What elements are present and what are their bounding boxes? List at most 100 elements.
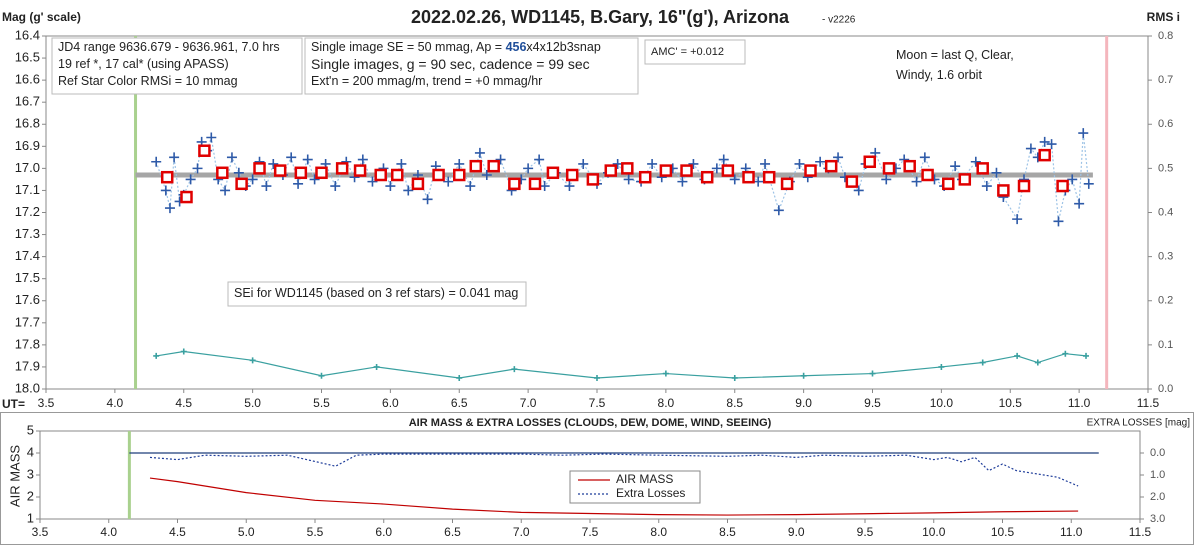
data-point <box>403 185 414 196</box>
y2-tick-label: 0.0 <box>1150 447 1165 459</box>
annotation-part: Moon = last Q, Clear, <box>896 48 1014 62</box>
y-tick-label: 1 <box>27 510 34 525</box>
y-tick-label: 16.5 <box>15 50 40 65</box>
annotation-text: AMC' = +0.012 <box>651 46 724 58</box>
x-tick-label: 10.5 <box>991 525 1015 539</box>
y-tick-label: 17.4 <box>15 248 40 263</box>
data-point <box>153 352 160 359</box>
binned-point <box>700 170 714 184</box>
annotation-part: x4x12b3snap <box>526 40 600 54</box>
x-tick-label: 4.5 <box>169 525 186 539</box>
x-tick-label: 3.5 <box>38 396 55 410</box>
binned-point <box>1038 148 1051 162</box>
binned-point <box>160 170 174 184</box>
y2-tick-label: 3.0 <box>1150 513 1165 525</box>
binned-point <box>235 177 248 191</box>
x-tick-label: 7.0 <box>513 525 530 539</box>
binned-point <box>958 173 972 186</box>
x-tick-label: 10.0 <box>922 525 946 539</box>
data-point <box>869 370 876 377</box>
data-point <box>970 156 981 167</box>
annotation-part: Single images, g = 90 sec, cadence = 99 … <box>311 56 590 72</box>
annotation-box <box>51 37 303 95</box>
y2-tick-label: 0.3 <box>1158 251 1173 263</box>
x-tick-label: 11.0 <box>1060 525 1083 539</box>
data-point <box>523 163 534 174</box>
annotation-part: SEi for WD1145 (based on 3 ref stars) = … <box>234 286 518 300</box>
chart-title: 2022.02.26, WD1145, B.Gary, 16"(g'), Ari… <box>411 7 790 27</box>
data-point <box>753 176 764 187</box>
data-point <box>422 194 433 205</box>
binned-point <box>903 159 916 173</box>
annotation-text: Moon = last Q, Clear, <box>896 48 1014 62</box>
data-point <box>247 174 258 185</box>
binned-point <box>780 177 794 191</box>
chart-title: AIR MASS & EXTRA LOSSES (CLOUDS, DEW, DO… <box>409 417 772 429</box>
annotation-part: 456 <box>506 40 527 54</box>
y2-tick-label: 0.8 <box>1158 30 1173 42</box>
y-tick-label: 16.9 <box>15 138 40 153</box>
y2-tick-label: 0.5 <box>1158 162 1173 174</box>
binned-point <box>997 184 1010 197</box>
data-point <box>454 158 465 169</box>
data-point <box>688 158 699 169</box>
annotation-text: SEi for WD1145 (based on 3 ref stars) = … <box>234 286 518 300</box>
data-point <box>309 174 320 185</box>
y2-tick-label: 0.2 <box>1158 295 1173 307</box>
data-point <box>268 158 279 169</box>
legend-label: AIR MASS <box>616 472 673 486</box>
data-point <box>623 174 634 185</box>
y-axis-label: Mag (g' scale) <box>2 10 81 24</box>
data-point <box>815 156 826 167</box>
y-tick-label: 17.9 <box>15 358 40 373</box>
y2-tick-label: 1.0 <box>1150 469 1165 481</box>
y-tick-label: 16.8 <box>15 116 40 131</box>
data-point <box>662 370 669 377</box>
binned-point <box>546 166 560 180</box>
data-point <box>1062 350 1069 357</box>
x-tick-label: 5.5 <box>307 525 324 539</box>
annotation-box <box>227 281 527 307</box>
x-tick-label: 10.5 <box>999 396 1023 410</box>
annotation-text: 19 ref *, 17 cal* (using APASS) <box>58 57 229 71</box>
annotation-box <box>304 37 639 95</box>
y-tick-label: 17.3 <box>15 226 40 241</box>
annotation: JD4 range 9636.679 - 9636.961, 7.0 hrs 19… <box>51 37 303 95</box>
x-tick-label: 7.5 <box>582 525 599 539</box>
y2-tick-label: 0.6 <box>1158 118 1173 130</box>
y2-axis-label: EXTRA LOSSES [mag] <box>1087 418 1191 429</box>
binned-point <box>638 170 652 184</box>
data-point <box>1053 216 1064 227</box>
data-point <box>169 152 180 163</box>
data-point <box>261 181 272 192</box>
data-point <box>760 158 771 169</box>
data-point <box>511 366 518 373</box>
x-tick-label: 11.0 <box>1068 396 1091 410</box>
x-tick-label: 5.5 <box>313 396 330 410</box>
x-tick-label: 6.0 <box>375 525 392 539</box>
binned-point <box>487 159 500 173</box>
data-point <box>981 181 992 192</box>
data-point <box>456 374 463 381</box>
data-point <box>919 152 930 163</box>
legend-box <box>569 470 701 504</box>
binned-point <box>469 159 483 173</box>
x-tick-label: 11.5 <box>1137 396 1160 410</box>
data-point <box>853 185 864 196</box>
data-point <box>330 181 341 192</box>
data-point <box>367 176 378 187</box>
binned-point <box>273 164 287 177</box>
data-point <box>950 161 961 172</box>
data-point <box>302 154 313 165</box>
data-point <box>677 176 688 187</box>
data-point <box>647 158 658 169</box>
y-tick-label: 17.5 <box>15 270 40 285</box>
data-point <box>991 167 1002 178</box>
data-point <box>938 363 945 370</box>
x-tick-label: 10.0 <box>930 396 954 410</box>
binned-point <box>680 164 693 177</box>
data-point <box>718 154 729 165</box>
y2-tick-label: 0.0 <box>1158 383 1173 395</box>
y2-tick-label: 0.7 <box>1158 74 1173 86</box>
